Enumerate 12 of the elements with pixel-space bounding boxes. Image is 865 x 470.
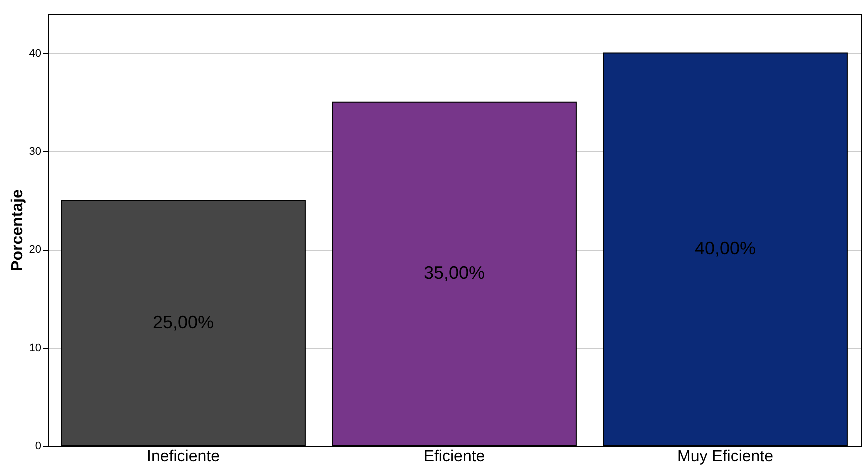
x-tick-label: Muy Eficiente (677, 448, 774, 466)
x-tick-label: Ineficiente (147, 448, 220, 466)
y-tick-label: 20 (29, 244, 42, 256)
y-tick-label: 0 (35, 440, 42, 452)
x-tick-label: Eficiente (424, 448, 486, 466)
y-axis-title: Porcentaje (9, 189, 26, 272)
y-tick-label: 30 (29, 146, 42, 158)
y-tick-label: 10 (29, 342, 42, 354)
data-label: 25,00% (152, 312, 214, 332)
y-tick-label: 40 (29, 48, 42, 60)
data-label: 35,00% (424, 263, 486, 284)
data-label: 40,00% (694, 238, 756, 259)
